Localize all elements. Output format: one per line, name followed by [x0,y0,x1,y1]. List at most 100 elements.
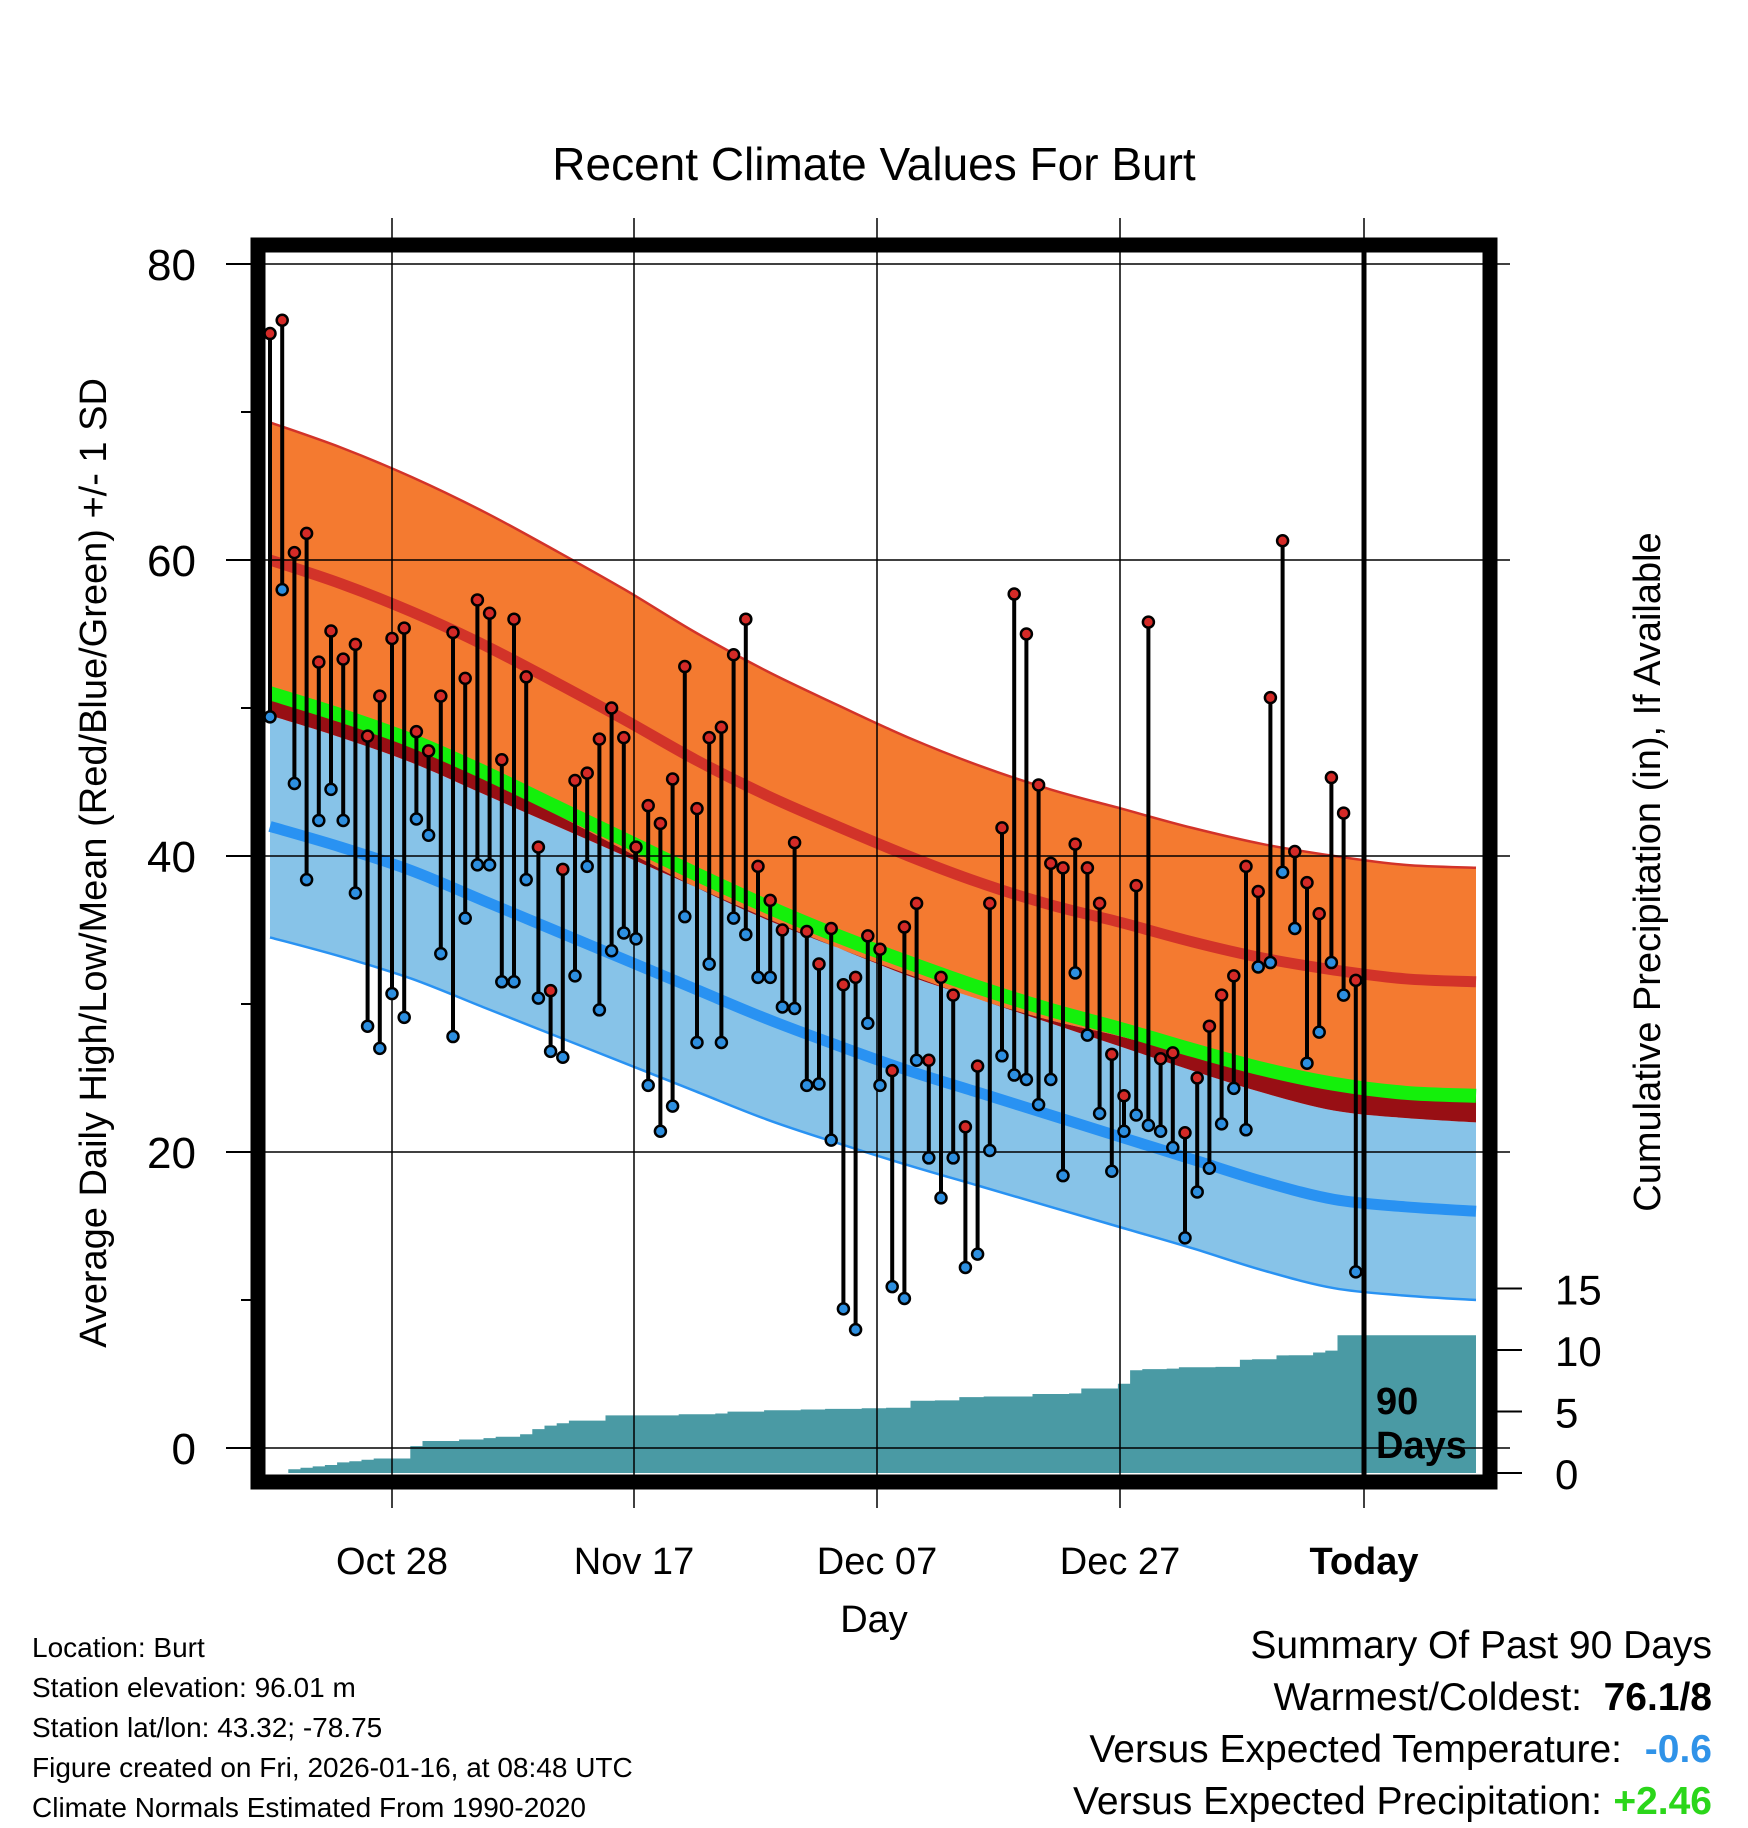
obs-low-point [336,813,350,828]
warmest-value: 76.1/8 [1603,1676,1712,1719]
high-sd-band [270,422,1476,1096]
obs-high-point [1275,534,1290,548]
obs-low-point [1263,955,1278,970]
obs-low-point [458,911,472,925]
temp-value: -0.6 [1644,1728,1712,1771]
obs-low-point [373,1041,387,1056]
obs-low-point [409,812,424,826]
obs-low-point [861,1016,875,1030]
obs-high-point [653,816,668,831]
y2-tick-label: 10 [1555,1328,1602,1375]
y2-axis-label: Cumulative Precipitation (in), If Availa… [1627,532,1669,1211]
obs-high-point [1336,806,1351,820]
obs-high-point [629,840,643,854]
obs-high-point [873,942,887,956]
obs-high-point [531,840,546,854]
obs-high-point [1080,861,1095,875]
obs-low-point [726,911,741,925]
obs-high-point [702,730,716,745]
obs-low-point [1166,1140,1180,1155]
obs-high-point [848,970,863,985]
temp-label: Versus Expected Temperature: [1089,1728,1622,1771]
obs-low-point [836,1302,851,1316]
obs-high-point [1263,690,1278,705]
obs-low-point [1031,1097,1046,1112]
x-tick-label: Dec 27 [1060,1541,1180,1583]
obs-low-point [1007,1068,1021,1082]
obs-low-point [556,1050,570,1065]
obs-low-point [848,1322,863,1337]
obs-low-point [1214,1117,1229,1131]
obs-low-point [970,1247,985,1261]
obs-high-point [1349,973,1363,988]
obs-high-point [739,612,753,626]
obs-low-point [287,776,302,791]
obs-high-point [421,744,436,758]
obs-high-point [312,655,326,669]
obs-high-point [543,983,558,998]
created-text: Figure created on Fri, 2026-01-16, at 08… [32,1752,633,1783]
obs-low-point [299,872,314,887]
obs-low-point [568,969,582,983]
obs-low-point [653,1124,668,1139]
obs-low-point [446,1029,460,1044]
obs-high-point [482,606,497,621]
obs-low-point [995,1049,1009,1063]
obs-low-point [1080,1028,1095,1042]
obs-low-point [665,1099,680,1113]
obs-high-point [763,893,777,908]
y-axis-label: Average Daily High/Low/Mean (Red/Blue/Gr… [73,378,115,1348]
obs-high-point [1019,627,1034,641]
obs-high-point [922,1053,936,1067]
obs-high-point [568,773,582,788]
obs-high-point [934,970,948,985]
obs-high-point [1202,1019,1217,1033]
obs-high-point [1166,1046,1180,1060]
obs-high-point [1031,778,1046,792]
today-window-label: 90 Days [1376,1381,1467,1467]
warmest-label: Warmest/Coldest: [1273,1676,1582,1719]
obs-high-point [1129,878,1143,893]
chart-title: Recent Climate Values For Burt [552,138,1196,190]
obs-high-point [678,659,692,674]
y2-tick-label: 0 [1555,1451,1578,1498]
obs-low-point [1129,1108,1143,1122]
obs-low-point [885,1279,899,1294]
obs-high-point [1312,906,1326,921]
obs-low-point [1117,1124,1131,1139]
obs-high-point [519,670,533,684]
obs-low-point [1202,1161,1217,1176]
y-tick-label: 0 [172,1425,196,1474]
obs-low-point [702,957,716,971]
summary-warmest-row: Warmest/Coldest: 76.1/8 [1073,1672,1712,1724]
plot-frame [250,237,1498,1490]
obs-low-point [495,975,509,989]
summary-precip-row: Versus Expected Precipitation: +2.46 [1073,1776,1712,1828]
grid-lines [226,218,1510,1508]
obs-low-point [348,886,363,900]
obs-high-point [446,625,460,640]
obs-high-point [714,720,729,734]
obs-low-point [690,1035,704,1050]
obs-low-point [1190,1185,1204,1199]
summary-title: Summary Of Past 90 Days [1250,1624,1712,1667]
obs-high-point [1190,1071,1204,1085]
obs-low-point [324,782,338,797]
obs-low-point [739,927,753,942]
obs-low-point [1068,966,1082,980]
summary-temp-row: Versus Expected Temperature: -0.6 [1073,1724,1712,1776]
obs-low-point [1312,1025,1326,1039]
obs-high-point [373,689,387,703]
obs-high-point [1288,844,1302,859]
obs-low-point [1056,1168,1070,1183]
obs-low-point [922,1151,936,1165]
high-sd-upper-line [269,421,1477,870]
obs-low-point [397,1010,411,1025]
obs-high-point [275,313,289,327]
obs-high-point [690,801,704,816]
obs-high-point [397,621,411,635]
obs-high-point [751,859,765,874]
chart-labels: Recent Climate Values For Burt 0 20 40 60 80 0… [73,138,1669,1641]
obs-high-point [787,835,802,850]
obs-low-point [507,975,521,989]
